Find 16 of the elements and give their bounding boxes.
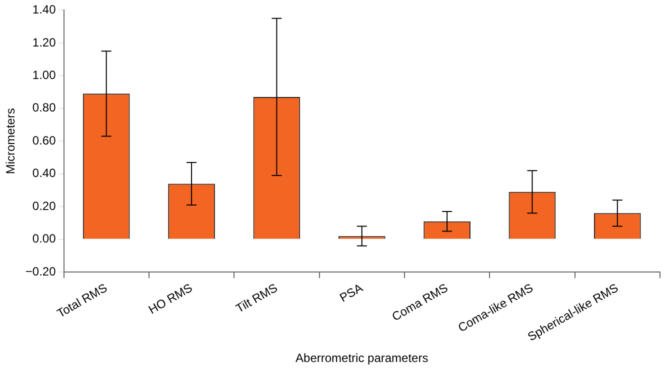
- x-tick-label: HO RMS: [146, 280, 195, 317]
- y-tick-label: 0.00: [32, 232, 56, 246]
- y-tick-label: 1.20: [32, 35, 56, 50]
- y-tick-label: −0.20: [25, 264, 56, 278]
- y-tick-label: 0.60: [32, 133, 56, 148]
- y-tick-label: 0.40: [32, 166, 56, 180]
- y-axis-title: Micrometers: [4, 108, 18, 174]
- y-tick-label: 1.00: [32, 68, 56, 82]
- x-axis-title: Aberrometric parameters: [296, 351, 428, 366]
- y-tick-label: 0.20: [32, 198, 56, 213]
- x-tick-label: Tilt RMS: [233, 280, 280, 316]
- x-tick-label: PSA: [337, 280, 366, 305]
- x-tick-label: Coma RMS: [390, 280, 450, 324]
- y-tick-label: 1.40: [32, 2, 56, 17]
- x-tick-label: Total RMS: [54, 280, 110, 320]
- y-tick-label: 0.80: [32, 100, 56, 115]
